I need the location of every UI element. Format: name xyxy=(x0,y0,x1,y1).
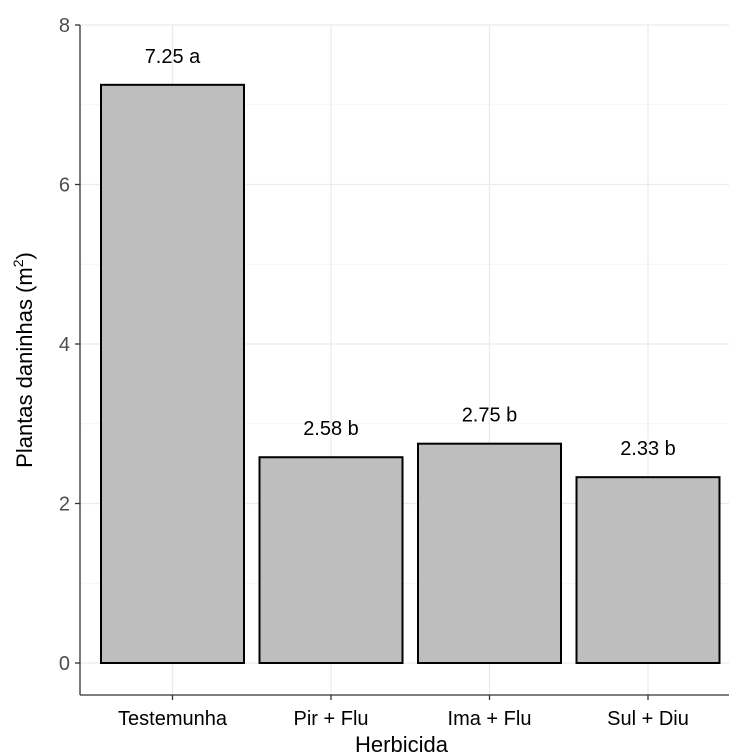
bar xyxy=(258,456,404,664)
bar xyxy=(575,476,721,664)
bar-value-label: 2.33 b xyxy=(620,438,676,460)
bar-value-label: 2.58 b xyxy=(303,418,359,440)
bar-value-label: 2.75 b xyxy=(462,405,518,427)
y-tick-label: 0 xyxy=(59,653,70,675)
x-tick-label: Ima + Flu xyxy=(448,708,532,730)
x-tick-label: Pir + Flu xyxy=(293,708,368,730)
bar-value-labels: 7.25 a 2.58 b 2.75 b 2.33 b xyxy=(145,46,676,460)
y-axis-title-main: Plantas daninhas (m xyxy=(12,267,37,468)
axes xyxy=(79,25,729,696)
y-tick-label: 6 xyxy=(59,175,70,197)
bar xyxy=(417,442,562,664)
y-tick-label: 2 xyxy=(59,494,70,516)
x-tick-label: Testemunha xyxy=(118,708,228,730)
bar-value-label: 7.25 a xyxy=(145,46,201,68)
y-axis-title-close: ) xyxy=(12,252,37,259)
y-ticks: 0 2 4 6 8 xyxy=(59,15,80,675)
x-tick-label: Sul + Diu xyxy=(607,708,689,730)
y-tick-label: 8 xyxy=(59,15,70,37)
x-ticks: Testemunha Pir + Flu Ima + Flu Sul + Diu xyxy=(118,695,689,730)
bar xyxy=(100,83,245,664)
bars xyxy=(100,83,721,664)
y-axis-title: Plantas daninhas (m2) xyxy=(10,252,37,468)
y-axis-title-superscript: 2 xyxy=(10,259,26,267)
x-axis-title: Herbicida xyxy=(355,732,449,756)
y-tick-label: 4 xyxy=(59,334,70,356)
